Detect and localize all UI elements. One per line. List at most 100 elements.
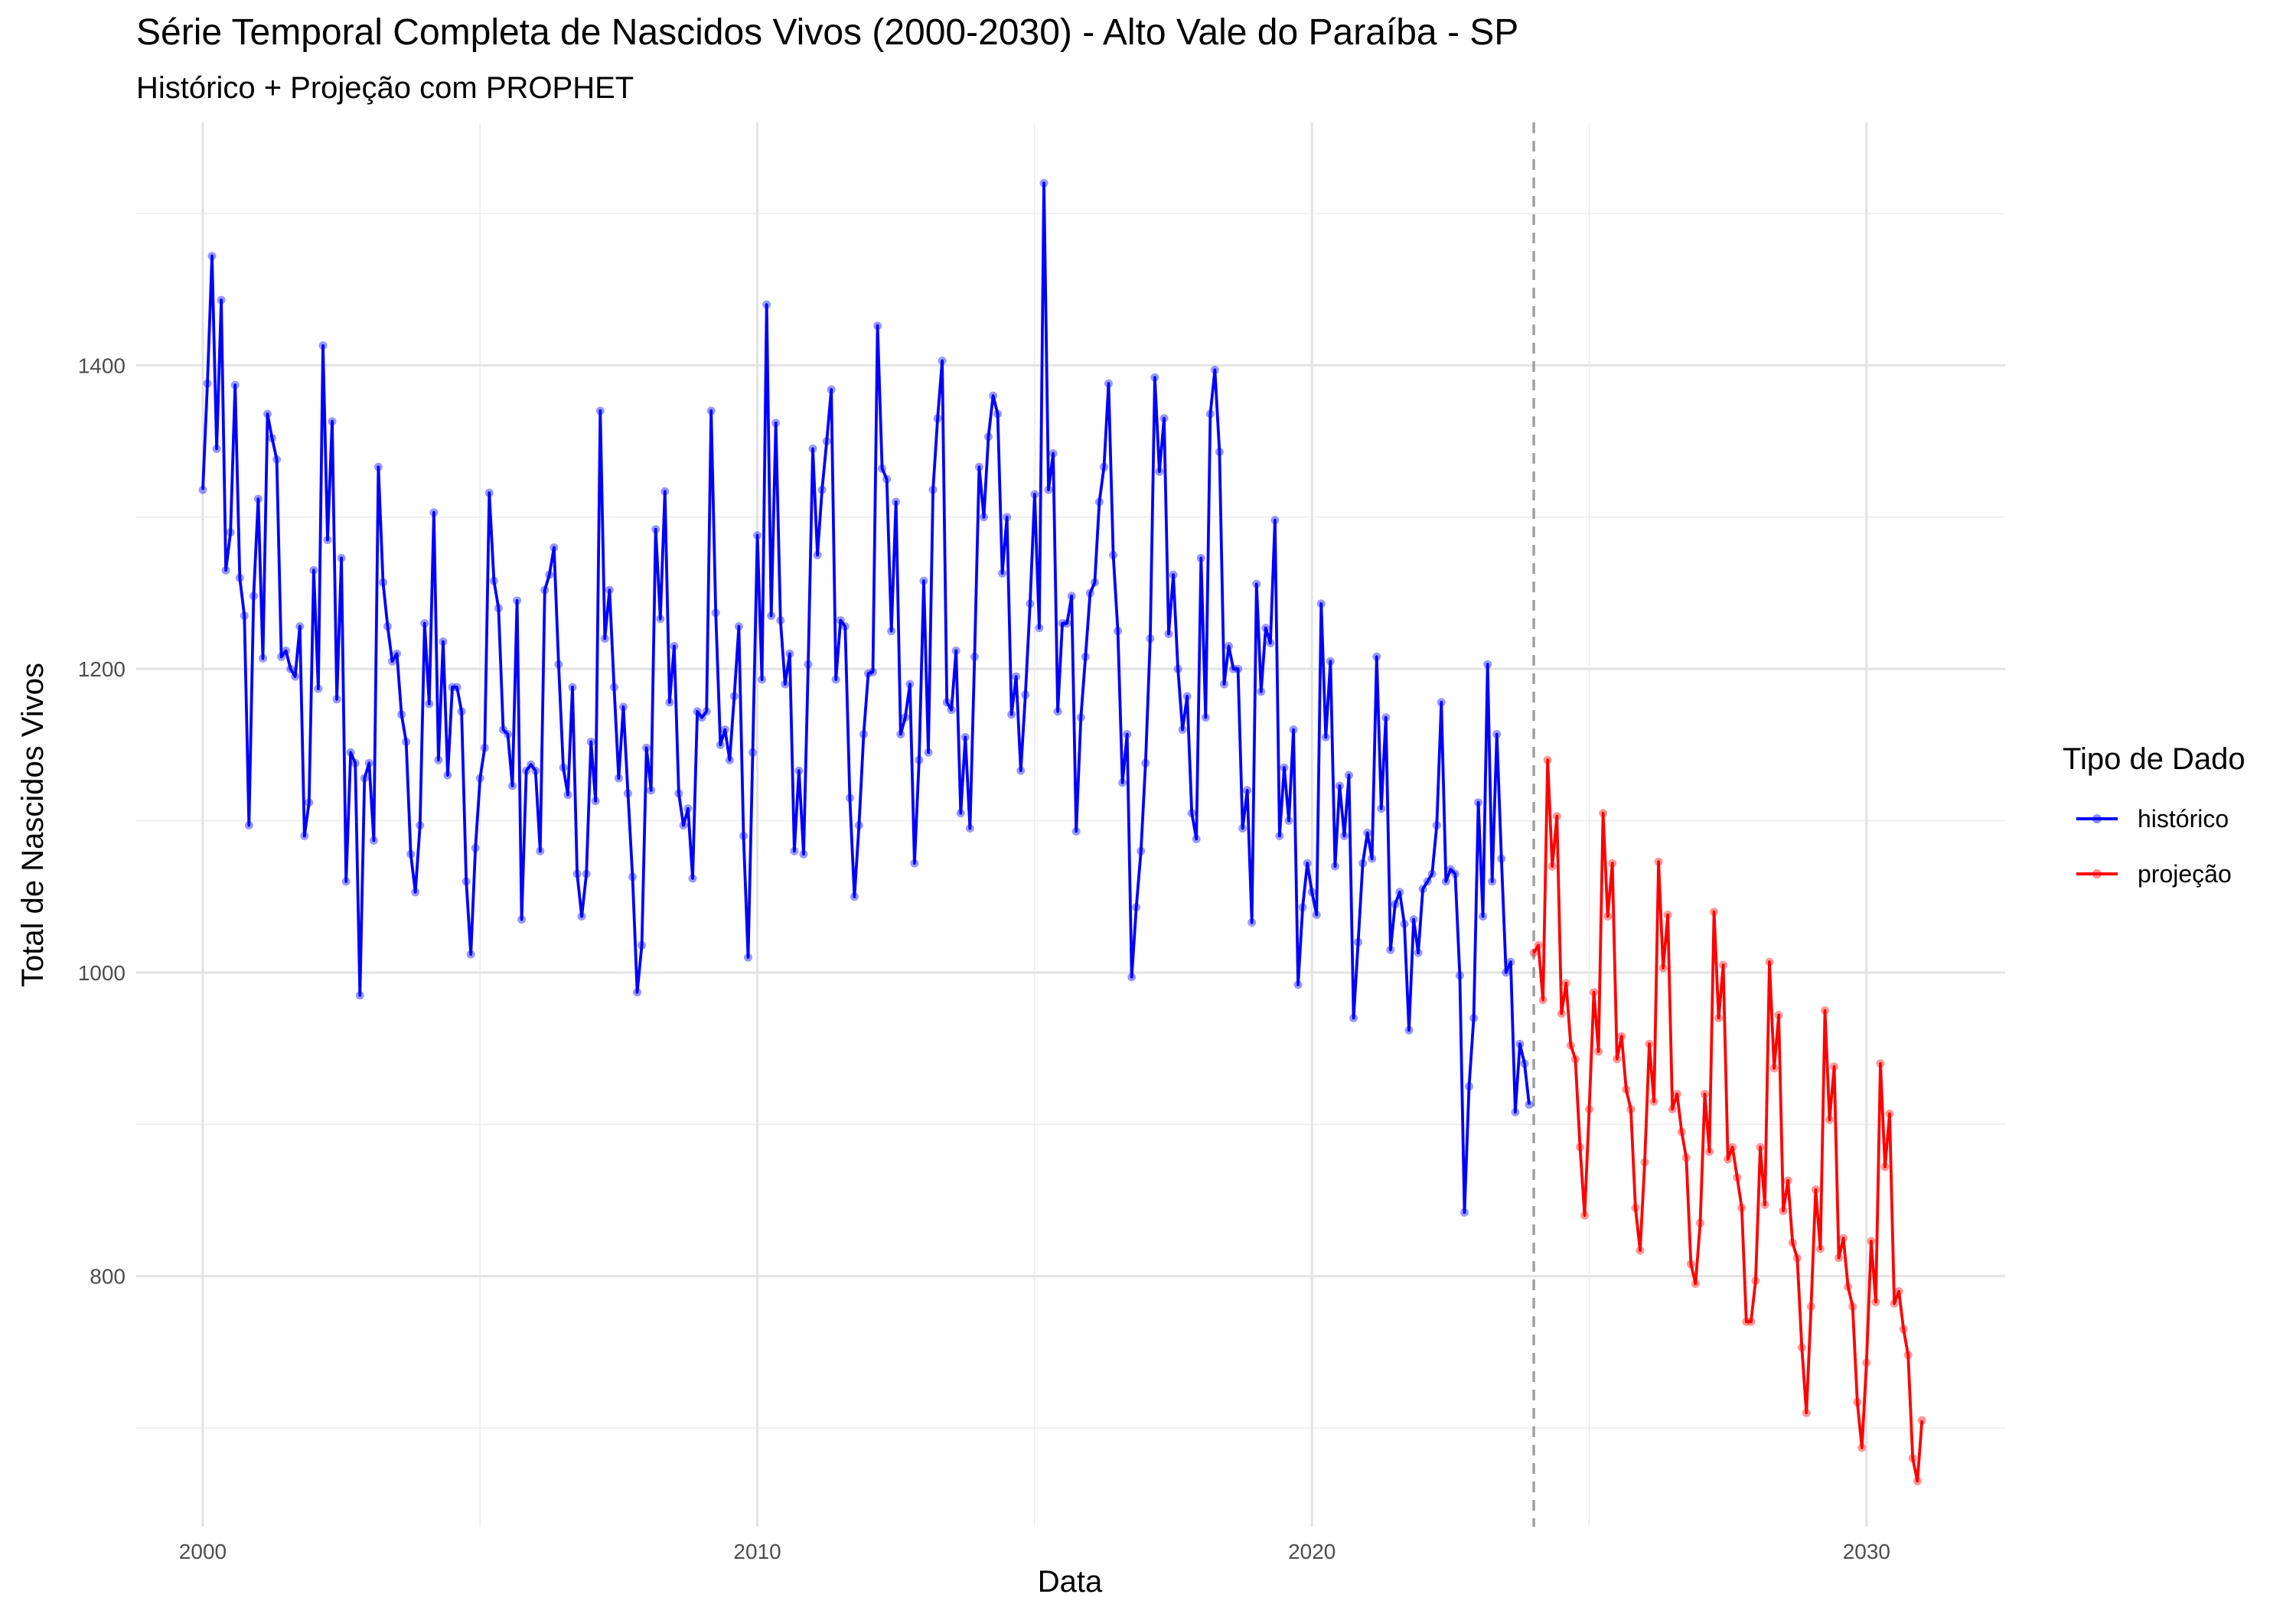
series-layer — [198, 178, 1926, 1485]
data-point-historico — [1210, 365, 1219, 374]
data-point-projecao — [1903, 1351, 1913, 1360]
data-point-historico — [1437, 698, 1446, 707]
data-point-projecao — [1649, 1097, 1658, 1106]
data-point-historico — [568, 683, 577, 692]
data-point-historico — [337, 553, 346, 562]
data-point-historico — [1441, 877, 1450, 886]
chart-subtitle: Histórico + Projeção com PROPHET — [136, 71, 634, 105]
data-point-historico — [785, 649, 794, 658]
data-point-projecao — [1839, 1234, 1848, 1243]
data-point-historico — [822, 437, 831, 446]
data-point-historico — [277, 652, 286, 661]
data-point-projecao — [1848, 1302, 1857, 1311]
data-point-projecao — [1821, 1006, 1829, 1015]
data-point-historico — [582, 869, 591, 878]
data-point-historico — [1085, 588, 1094, 598]
data-point-historico — [230, 380, 240, 390]
x-tick-label: 2000 — [179, 1540, 227, 1563]
data-point-historico — [508, 781, 517, 790]
data-point-historico — [1261, 624, 1270, 633]
data-point-historico — [1284, 817, 1293, 825]
data-point-historico — [1381, 713, 1391, 722]
data-point-historico — [1460, 1208, 1469, 1217]
data-point-historico — [1520, 1059, 1529, 1068]
data-point-historico — [960, 732, 970, 742]
data-point-historico — [416, 821, 425, 830]
data-point-projecao — [1746, 1317, 1756, 1326]
data-point-historico — [1368, 854, 1377, 863]
data-point-projecao — [1696, 1218, 1704, 1227]
data-point-historico — [448, 683, 457, 692]
data-point-projecao — [1769, 1064, 1779, 1073]
x-tick-label: 2010 — [733, 1540, 781, 1563]
data-point-historico — [869, 667, 877, 676]
data-point-projecao — [1529, 948, 1538, 957]
data-point-historico — [457, 707, 466, 716]
data-point-projecao — [1783, 1176, 1792, 1185]
data-point-historico — [1525, 1100, 1534, 1109]
data-point-projecao — [1867, 1237, 1876, 1246]
data-point-historico — [1404, 1025, 1414, 1035]
data-point-historico — [1465, 1082, 1473, 1091]
data-point-projecao — [1710, 908, 1719, 917]
data-point-historico — [804, 660, 813, 669]
data-point-historico — [318, 341, 328, 350]
data-point-historico — [956, 809, 965, 818]
data-point-historico — [443, 771, 452, 780]
data-point-historico — [600, 634, 609, 643]
data-point-projecao — [1626, 1105, 1636, 1113]
data-point-projecao — [1543, 755, 1552, 764]
data-point-historico — [1414, 948, 1423, 957]
data-point-historico — [1257, 687, 1266, 696]
data-point-historico — [938, 357, 947, 365]
data-point-historico — [355, 991, 364, 1000]
data-point-historico — [226, 528, 235, 537]
data-point-projecao — [1691, 1279, 1700, 1289]
data-point-historico — [489, 576, 498, 585]
data-point-historico — [1497, 854, 1506, 863]
data-point-historico — [725, 755, 734, 764]
data-point-projecao — [1599, 809, 1608, 818]
data-point-historico — [711, 608, 720, 618]
data-point-projecao — [1871, 1297, 1880, 1306]
data-point-historico — [1178, 725, 1187, 734]
data-point-historico — [1146, 634, 1155, 643]
data-point-projecao — [1714, 1013, 1724, 1022]
data-point-projecao — [1811, 1185, 1820, 1195]
data-point-historico — [1127, 973, 1137, 982]
data-point-historico — [817, 485, 827, 494]
data-point-historico — [1137, 846, 1146, 856]
data-point-historico — [776, 616, 785, 625]
series-line-historico — [201, 181, 1531, 1214]
data-point-historico — [656, 614, 665, 624]
data-point-projecao — [1672, 1090, 1681, 1099]
y-axis-title: Total de Nascidos Vivos — [16, 663, 50, 987]
data-point-projecao — [1876, 1059, 1885, 1068]
data-point-historico — [388, 657, 396, 666]
data-point-projecao — [1557, 1009, 1566, 1018]
data-point-projecao — [1816, 1244, 1825, 1253]
data-point-historico — [683, 804, 693, 813]
data-point-historico — [411, 888, 420, 897]
data-point-projecao — [1640, 1158, 1649, 1167]
data-point-projecao — [1733, 1173, 1742, 1182]
data-point-historico — [1012, 672, 1021, 681]
data-point-historico — [1053, 707, 1062, 716]
data-point-historico — [609, 683, 618, 692]
data-point-historico — [517, 915, 527, 924]
data-point-historico — [674, 789, 683, 798]
data-point-projecao — [1908, 1454, 1917, 1463]
data-point-historico — [1312, 911, 1321, 919]
data-point-historico — [1062, 619, 1071, 628]
data-point-historico — [1123, 730, 1132, 738]
legend-key-point-projecao — [2092, 869, 2102, 878]
data-point-historico — [420, 619, 429, 628]
data-point-historico — [212, 445, 221, 453]
data-point-historico — [282, 646, 291, 655]
data-point-historico — [328, 417, 337, 426]
data-point-historico — [813, 550, 822, 559]
data-point-historico — [1492, 730, 1502, 738]
data-point-historico — [892, 497, 901, 507]
data-point-historico — [1234, 664, 1243, 673]
data-point-historico — [323, 536, 332, 544]
